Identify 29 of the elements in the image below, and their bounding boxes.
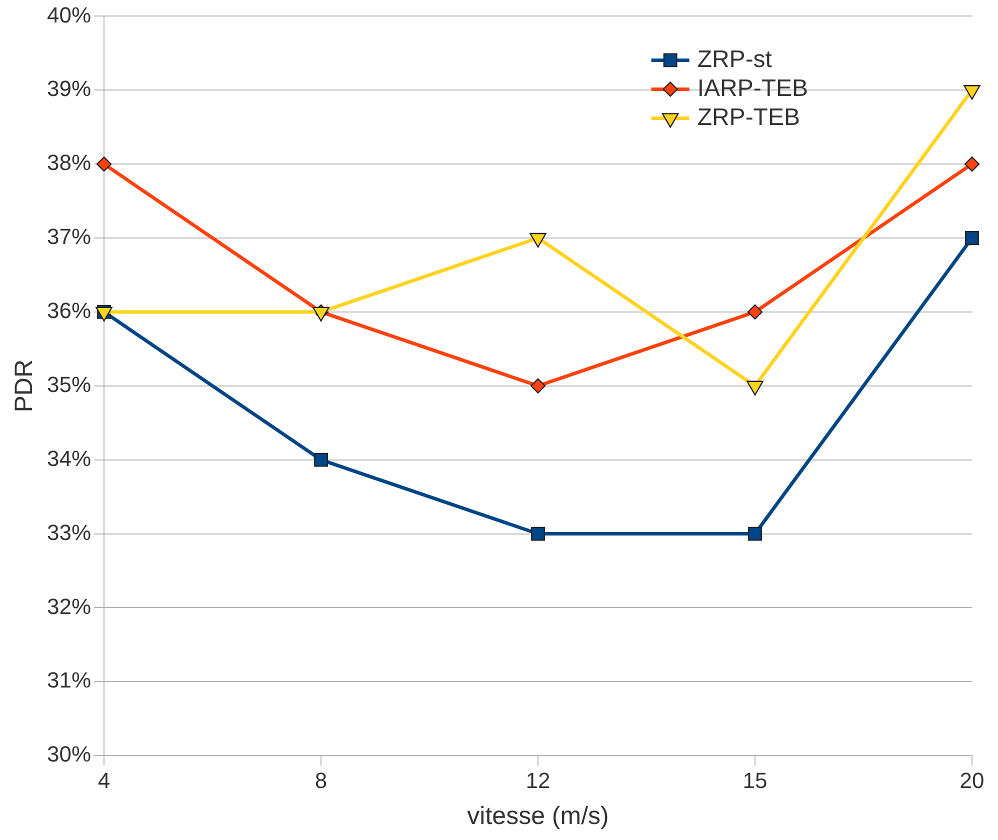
y-tick-label: 31% <box>46 668 92 693</box>
point <box>96 156 112 172</box>
y-tick-label: 30% <box>46 742 92 767</box>
y-tick-label: 38% <box>46 150 92 176</box>
x-tick-label: 20 <box>960 768 984 793</box>
y-axis-title: PDR <box>10 360 38 412</box>
y-tick-label: 33% <box>46 520 92 545</box>
point <box>965 231 979 245</box>
y-tick-label: 36% <box>46 298 92 324</box>
legend-label: ZRP-st <box>697 46 772 73</box>
y-tick-label: 34% <box>46 446 92 471</box>
point <box>531 526 545 541</box>
y-tick-label: 35% <box>46 372 92 397</box>
legend-label: ZRP-TEB <box>697 104 800 131</box>
legend-label: IARP-TEB <box>697 74 808 102</box>
y-tick-label: 40% <box>46 2 92 28</box>
x-tick-label: 4 <box>98 768 110 793</box>
y-tick-label: 39% <box>46 76 92 102</box>
point <box>748 526 762 541</box>
x-tick-label: 15 <box>742 768 768 793</box>
x-axis-title: vitesse (m/s) <box>467 802 609 830</box>
x-tick-label: 8 <box>314 768 328 793</box>
point <box>314 452 328 467</box>
y-tick-label: 37% <box>46 224 92 250</box>
y-tick-label: 32% <box>46 594 92 619</box>
x-tick-label: 12 <box>526 768 550 793</box>
point <box>747 304 763 320</box>
point <box>530 378 546 394</box>
point <box>964 156 980 172</box>
